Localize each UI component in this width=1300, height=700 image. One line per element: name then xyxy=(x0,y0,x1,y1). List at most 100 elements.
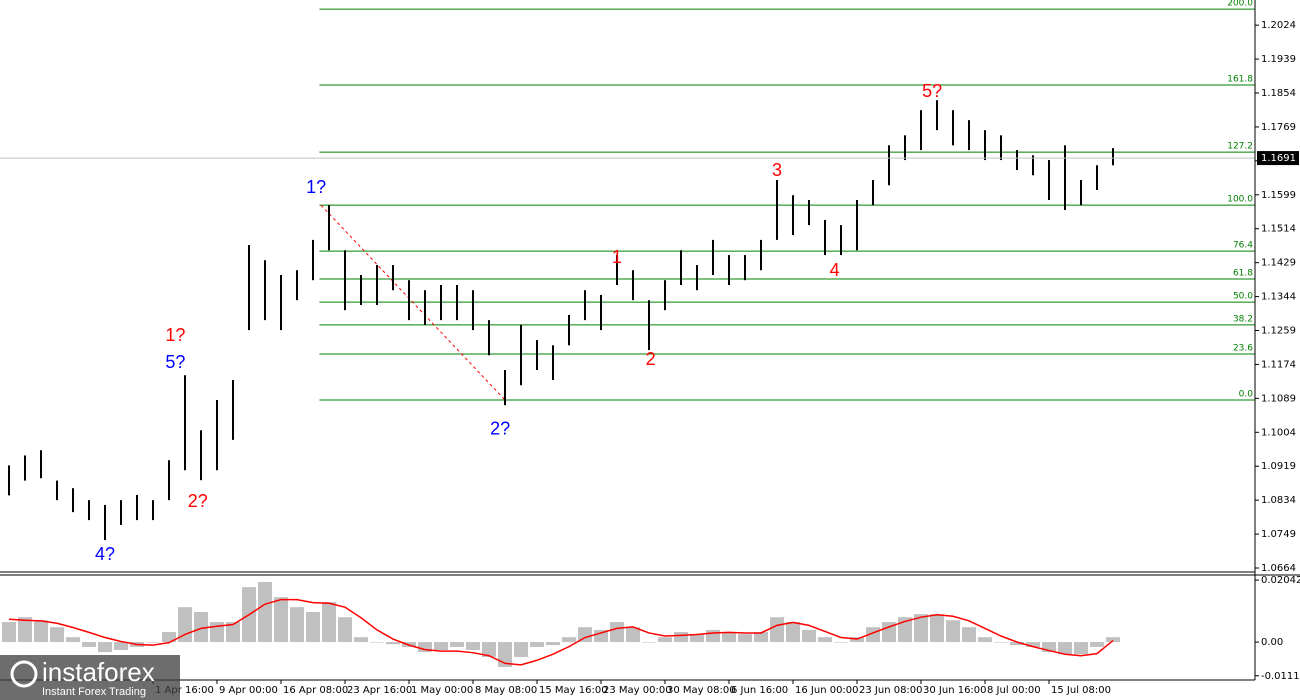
macd-bar xyxy=(98,642,112,653)
macd-bar xyxy=(258,581,272,643)
macd-bar xyxy=(546,642,560,646)
wave-label: 2? xyxy=(490,419,510,439)
x-tick-label: 23 May 00:00 xyxy=(603,685,672,696)
wave-label: 2 xyxy=(646,349,656,369)
macd-bar xyxy=(114,642,128,650)
x-tick-label: 16 Jun 00:00 xyxy=(795,685,859,696)
x-tick-label: 1 May 00:00 xyxy=(411,685,473,696)
macd-bar xyxy=(578,627,592,643)
logo-icon xyxy=(10,660,38,688)
y-tick-label: 1.1769 xyxy=(1261,122,1296,133)
y-tick-label: 1.1174 xyxy=(1261,359,1296,370)
wave-label: 5? xyxy=(165,352,185,372)
macd-bar xyxy=(1042,642,1056,653)
macd-bar xyxy=(674,632,688,643)
last-price-label: 1.1691 xyxy=(1261,153,1296,164)
x-tick-label: 30 May 08:00 xyxy=(667,685,736,696)
macd-bar xyxy=(194,612,208,643)
y-tick-label: 1.0749 xyxy=(1261,529,1296,540)
fib-label: 50.0 xyxy=(1233,292,1253,302)
wave-label: 5? xyxy=(922,81,942,101)
wave-label: 1 xyxy=(612,247,622,267)
macd-bar xyxy=(434,642,448,650)
macd-bar xyxy=(66,637,80,643)
x-tick-label: 6 Jun 16:00 xyxy=(731,685,788,696)
fib-label: 161.8 xyxy=(1227,75,1253,85)
x-tick-label: 15 Jul 08:00 xyxy=(1051,685,1111,696)
wave-label: 1? xyxy=(165,325,185,345)
wave-label: 3 xyxy=(772,160,782,180)
macd-bar xyxy=(530,642,544,647)
macd-bar xyxy=(514,642,528,657)
x-tick-label: 15 May 16:00 xyxy=(539,685,608,696)
y-tick-label: 0.02042 xyxy=(1261,575,1300,586)
fib-label: 100.0 xyxy=(1227,195,1253,205)
wave-label: 4? xyxy=(95,544,115,564)
y-tick-label: 1.0834 xyxy=(1261,495,1296,506)
fib-label: 0.0 xyxy=(1239,389,1254,399)
macd-bar xyxy=(722,632,736,643)
macd-bar xyxy=(498,642,512,667)
macd-bar xyxy=(306,612,320,643)
y-tick-label: 1.1089 xyxy=(1261,393,1296,404)
wave-label: 1? xyxy=(306,177,326,197)
y-tick-label: 1.1854 xyxy=(1261,88,1296,99)
y-tick-label: 1.1429 xyxy=(1261,258,1296,269)
y-tick-label: -0.0111 xyxy=(1261,671,1300,682)
macd-bar xyxy=(754,632,768,643)
fib-label: 127.2 xyxy=(1227,142,1253,152)
macd-bar xyxy=(882,622,896,643)
macd-bar xyxy=(1074,642,1088,655)
macd-bar xyxy=(1058,642,1072,655)
last-price-box xyxy=(1257,151,1299,166)
macd-bar xyxy=(450,642,464,647)
macd-bar xyxy=(946,620,960,643)
macd-bar xyxy=(610,622,624,643)
y-tick-label: 1.2024 xyxy=(1261,20,1296,31)
macd-bar xyxy=(50,627,64,643)
y-tick-label: 1.1514 xyxy=(1261,224,1296,235)
signal-line xyxy=(8,598,1114,666)
fib-label: 38.2 xyxy=(1233,314,1253,324)
macd-bar xyxy=(226,622,240,643)
macd-bar xyxy=(930,614,944,643)
macd-bar xyxy=(994,642,1008,643)
macd-bar xyxy=(18,617,32,643)
y-tick-label: 1.0664 xyxy=(1261,563,1296,574)
macd-bar xyxy=(914,614,928,643)
macd-bar xyxy=(706,629,720,643)
fib-label: 61.8 xyxy=(1233,269,1253,279)
x-tick-label: 8 May 08:00 xyxy=(475,685,537,696)
y-tick-label: 1.1599 xyxy=(1261,190,1296,201)
macd-bar xyxy=(418,642,432,653)
macd-bar xyxy=(1026,642,1040,647)
x-tick-label: 23 Jun 08:00 xyxy=(859,685,923,696)
fib-label: 23.6 xyxy=(1233,344,1253,354)
macd-bar xyxy=(322,602,336,643)
macd-bar xyxy=(978,637,992,643)
macd-bar xyxy=(162,632,176,643)
macd-bar xyxy=(82,642,96,647)
y-tick-label: 0.00 xyxy=(1261,637,1283,648)
fib-label: 200.0 xyxy=(1227,0,1253,9)
y-tick-label: 1.1344 xyxy=(1261,292,1296,303)
macd-bar xyxy=(1090,642,1104,647)
x-tick-label: 1 Apr 16:00 xyxy=(155,685,214,696)
macd-bar xyxy=(290,607,304,643)
macd-bar xyxy=(786,622,800,643)
macd-bar xyxy=(770,617,784,643)
x-tick-label: 30 Jun 16:00 xyxy=(923,685,987,696)
macd-bar xyxy=(146,642,160,643)
macd-bar xyxy=(594,629,608,643)
macd-bar xyxy=(642,642,656,643)
macd-bar xyxy=(386,642,400,645)
y-tick-label: 1.0919 xyxy=(1261,461,1296,472)
macd-bar xyxy=(562,637,576,643)
logo-name: instaforex xyxy=(42,657,155,687)
macd-bar xyxy=(658,637,672,643)
x-tick-label: 16 Apr 08:00 xyxy=(283,685,348,696)
macd-bar xyxy=(354,637,368,643)
logo: instaforex Instant Forex Trading xyxy=(0,655,180,700)
